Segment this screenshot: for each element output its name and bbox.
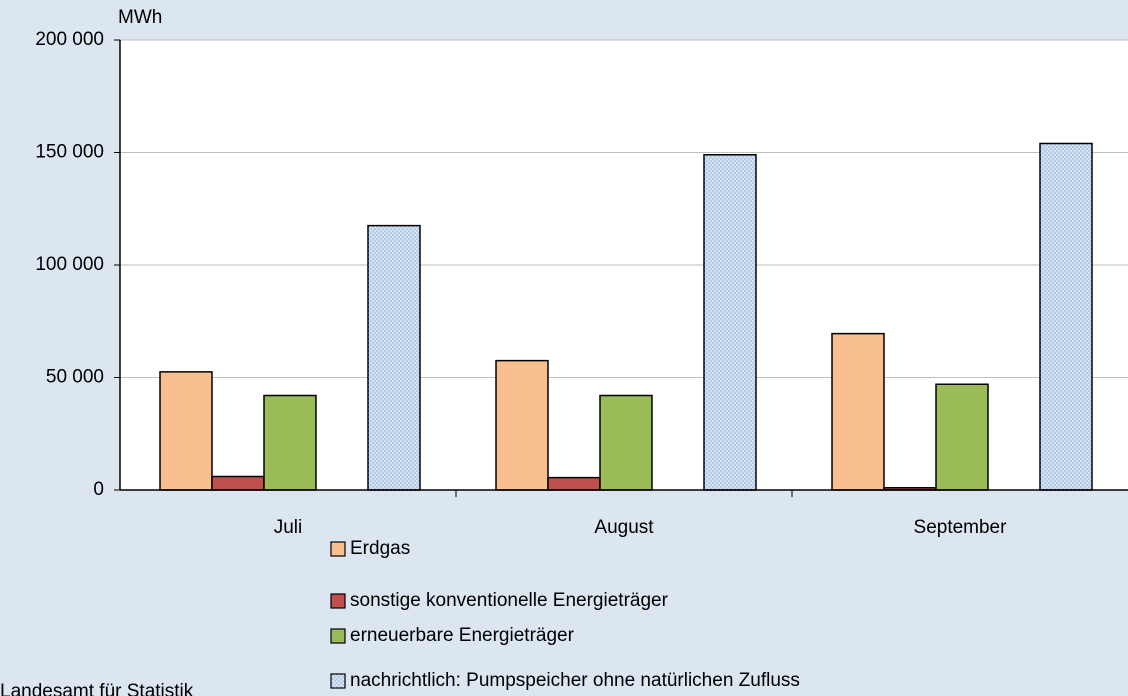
bar [831, 332, 885, 491]
legend-label: sonstige konventionelle Energieträger [350, 590, 669, 611]
bar [599, 394, 653, 491]
legend-swatch [330, 593, 346, 609]
y-tick-label: 50 000 [46, 367, 104, 388]
y-tick-label: 150 000 [35, 142, 104, 163]
source: Landesamt für Statistik [0, 681, 194, 696]
y-tick-label: 100 000 [35, 254, 104, 275]
bar [1039, 142, 1093, 491]
bar [495, 359, 549, 491]
unit-label: MWh [118, 7, 162, 28]
y-tick-label: 0 [93, 479, 104, 500]
legend-label: erneuerbare Energieträger [350, 625, 575, 646]
x-tick-label: August [594, 517, 654, 538]
bar [547, 476, 601, 491]
bar [703, 154, 757, 491]
x-tick-label: Juli [274, 517, 303, 538]
x-tick-label: September [914, 517, 1008, 538]
bar [367, 224, 421, 491]
legend-swatch [330, 628, 346, 644]
legend-swatch [330, 541, 346, 557]
legend-label: Erdgas [350, 538, 410, 559]
y-tick-label: 200 000 [35, 29, 104, 50]
legend-swatch [330, 673, 346, 689]
bar [211, 475, 265, 491]
bar [159, 371, 213, 491]
bar [263, 394, 317, 491]
legend-label: nachrichtlich: Pumpspeicher ohne natürli… [350, 670, 800, 691]
bar [935, 383, 989, 491]
